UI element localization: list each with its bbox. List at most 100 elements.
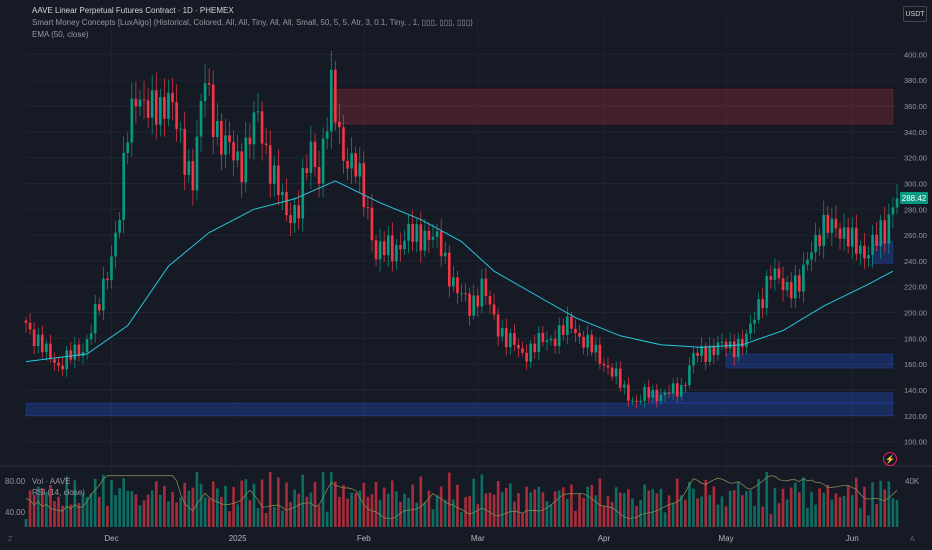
volume-bar xyxy=(757,479,760,527)
candle-body xyxy=(350,153,353,169)
candle-body xyxy=(635,400,638,402)
volume-bar xyxy=(468,496,471,527)
volume-bar xyxy=(97,496,101,527)
volume-bar xyxy=(354,493,357,527)
candle-body xyxy=(447,252,451,287)
candle-body xyxy=(419,224,423,251)
candle-body xyxy=(753,319,756,324)
candle-body xyxy=(602,363,606,366)
candle-body xyxy=(305,168,309,173)
volume-bar xyxy=(272,507,276,527)
price-axis[interactable]: 100.00 120.00 140.00 160.00 180.00 200.00 220.… xyxy=(904,50,927,446)
ema-line xyxy=(25,180,894,363)
candle-body xyxy=(443,252,447,257)
volume-legend[interactable]: Vol · AAVE xyxy=(32,477,71,486)
candle-body xyxy=(732,341,736,358)
volume-bar xyxy=(69,504,73,527)
last-price-tag: 288.42 xyxy=(900,192,928,204)
candle-body xyxy=(578,333,581,337)
candle-body xyxy=(199,101,203,137)
corner-right-label[interactable]: A xyxy=(910,536,915,543)
volume-bar xyxy=(244,479,248,527)
volume-bar xyxy=(179,497,182,527)
candle-body xyxy=(45,343,48,353)
candle-body xyxy=(574,328,577,334)
candle-body xyxy=(476,295,480,307)
candle-body xyxy=(378,241,382,260)
volume-bar xyxy=(492,494,496,527)
volume-bar xyxy=(594,495,598,527)
candle-body xyxy=(484,278,488,296)
candle-body xyxy=(334,69,337,122)
candle-body xyxy=(846,227,850,247)
volume-bar xyxy=(427,490,431,527)
rsi-legend[interactable]: RSI (14, close) xyxy=(32,488,85,497)
volume-bar xyxy=(199,483,203,527)
volume-bar xyxy=(252,483,256,527)
volume-bar xyxy=(220,496,223,527)
volume-bar xyxy=(77,503,81,527)
volume-bar xyxy=(871,482,874,527)
candle-body xyxy=(643,387,646,401)
candle-body xyxy=(252,112,256,145)
rsi-tick-80: 80.00 xyxy=(5,477,26,486)
candle-body xyxy=(220,120,223,155)
candle-body xyxy=(93,304,97,334)
volume-bar xyxy=(582,497,585,527)
volume-bar xyxy=(504,487,508,527)
candle-body xyxy=(895,198,899,208)
candle-body xyxy=(513,333,516,345)
candle-body xyxy=(761,299,765,309)
candle-body xyxy=(57,362,60,366)
volume-bar xyxy=(574,510,577,527)
volume-bar xyxy=(114,495,117,527)
volume-bar xyxy=(378,500,382,527)
candle-body xyxy=(631,400,634,402)
candle-body xyxy=(745,333,748,347)
time-axis[interactable]: Dec 2025 Feb Mar Apr May Jun xyxy=(104,534,858,543)
corner-left-label[interactable]: Z xyxy=(8,536,13,543)
volume-bar xyxy=(586,486,589,527)
demand-zone xyxy=(25,402,894,417)
candle-body xyxy=(244,137,248,183)
volume-bar xyxy=(411,484,414,527)
volume-bar xyxy=(537,486,541,527)
volume-bar xyxy=(342,485,345,527)
candle-body xyxy=(329,69,333,132)
candle-body xyxy=(370,207,374,241)
volume-bar xyxy=(126,490,130,527)
lightning-icon[interactable]: ⚡ xyxy=(883,452,897,466)
candle-body xyxy=(390,235,394,262)
candle-body xyxy=(85,339,89,353)
candle-body xyxy=(692,352,695,366)
candle-body xyxy=(806,259,809,265)
candle-body xyxy=(338,121,341,128)
volume-bar xyxy=(415,502,419,527)
volume-bar xyxy=(684,499,687,527)
candle-body xyxy=(867,255,870,259)
volume-bar xyxy=(561,487,565,527)
volume-bar xyxy=(785,499,789,527)
candle-body xyxy=(704,345,708,362)
candle-body xyxy=(667,392,671,394)
candle-body xyxy=(268,145,272,184)
indicator-legend[interactable]: Smart Money Concepts [LuxAlgo] (Historic… xyxy=(32,18,473,27)
candle-body xyxy=(696,352,699,356)
volume-bar xyxy=(203,497,207,527)
candle-body xyxy=(818,235,821,247)
candle-body xyxy=(500,328,504,337)
volume-bar xyxy=(313,482,317,527)
volume-bar xyxy=(350,492,353,527)
supply-zone xyxy=(330,88,894,125)
volume-bar xyxy=(838,497,842,527)
price-tick-label: 200.00 xyxy=(904,309,927,318)
ema-legend[interactable]: EMA (50, close) xyxy=(32,30,89,39)
volume-bar xyxy=(671,502,675,527)
candle-body xyxy=(439,231,443,257)
currency-badge[interactable]: USDT xyxy=(903,6,927,22)
volume-bar xyxy=(150,490,154,527)
candle-body xyxy=(236,151,239,161)
volume-bar xyxy=(439,486,443,527)
candle-body xyxy=(277,165,280,196)
